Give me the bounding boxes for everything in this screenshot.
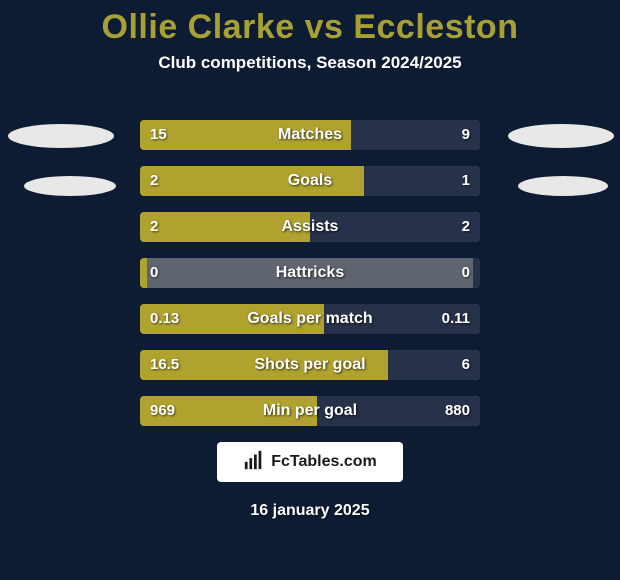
- stat-row: 0.130.11Goals per match: [140, 304, 480, 334]
- stat-label: Goals per match: [140, 304, 480, 334]
- player-logo-placeholder: [24, 176, 116, 196]
- comparison-card: Ollie Clarke vs Eccleston Club competiti…: [0, 0, 620, 580]
- stat-row: 00Hattricks: [140, 258, 480, 288]
- stat-row: 22Assists: [140, 212, 480, 242]
- stat-label: Assists: [140, 212, 480, 242]
- branding-text: FcTables.com: [271, 453, 377, 471]
- stats-container: 159Matches 21Goals 22Assists 00Hattricks 0.1…: [140, 120, 480, 442]
- stat-label: Goals: [140, 166, 480, 196]
- stat-label: Hattricks: [140, 258, 480, 288]
- date-label: 16 january 2025: [0, 502, 620, 520]
- stat-row: 969880Min per goal: [140, 396, 480, 426]
- stat-row: 21Goals: [140, 166, 480, 196]
- stat-label: Min per goal: [140, 396, 480, 426]
- page-title: Ollie Clarke vs Eccleston: [0, 8, 620, 47]
- bars-icon: [243, 449, 265, 476]
- player-logo-placeholder: [508, 124, 614, 148]
- page-subtitle: Club competitions, Season 2024/2025: [0, 53, 620, 73]
- stat-row: 159Matches: [140, 120, 480, 150]
- branding-badge[interactable]: FcTables.com: [217, 442, 403, 482]
- stat-label: Shots per goal: [140, 350, 480, 380]
- stat-label: Matches: [140, 120, 480, 150]
- stat-row: 16.56Shots per goal: [140, 350, 480, 380]
- player-logo-placeholder: [518, 176, 608, 196]
- player-logo-placeholder: [8, 124, 114, 148]
